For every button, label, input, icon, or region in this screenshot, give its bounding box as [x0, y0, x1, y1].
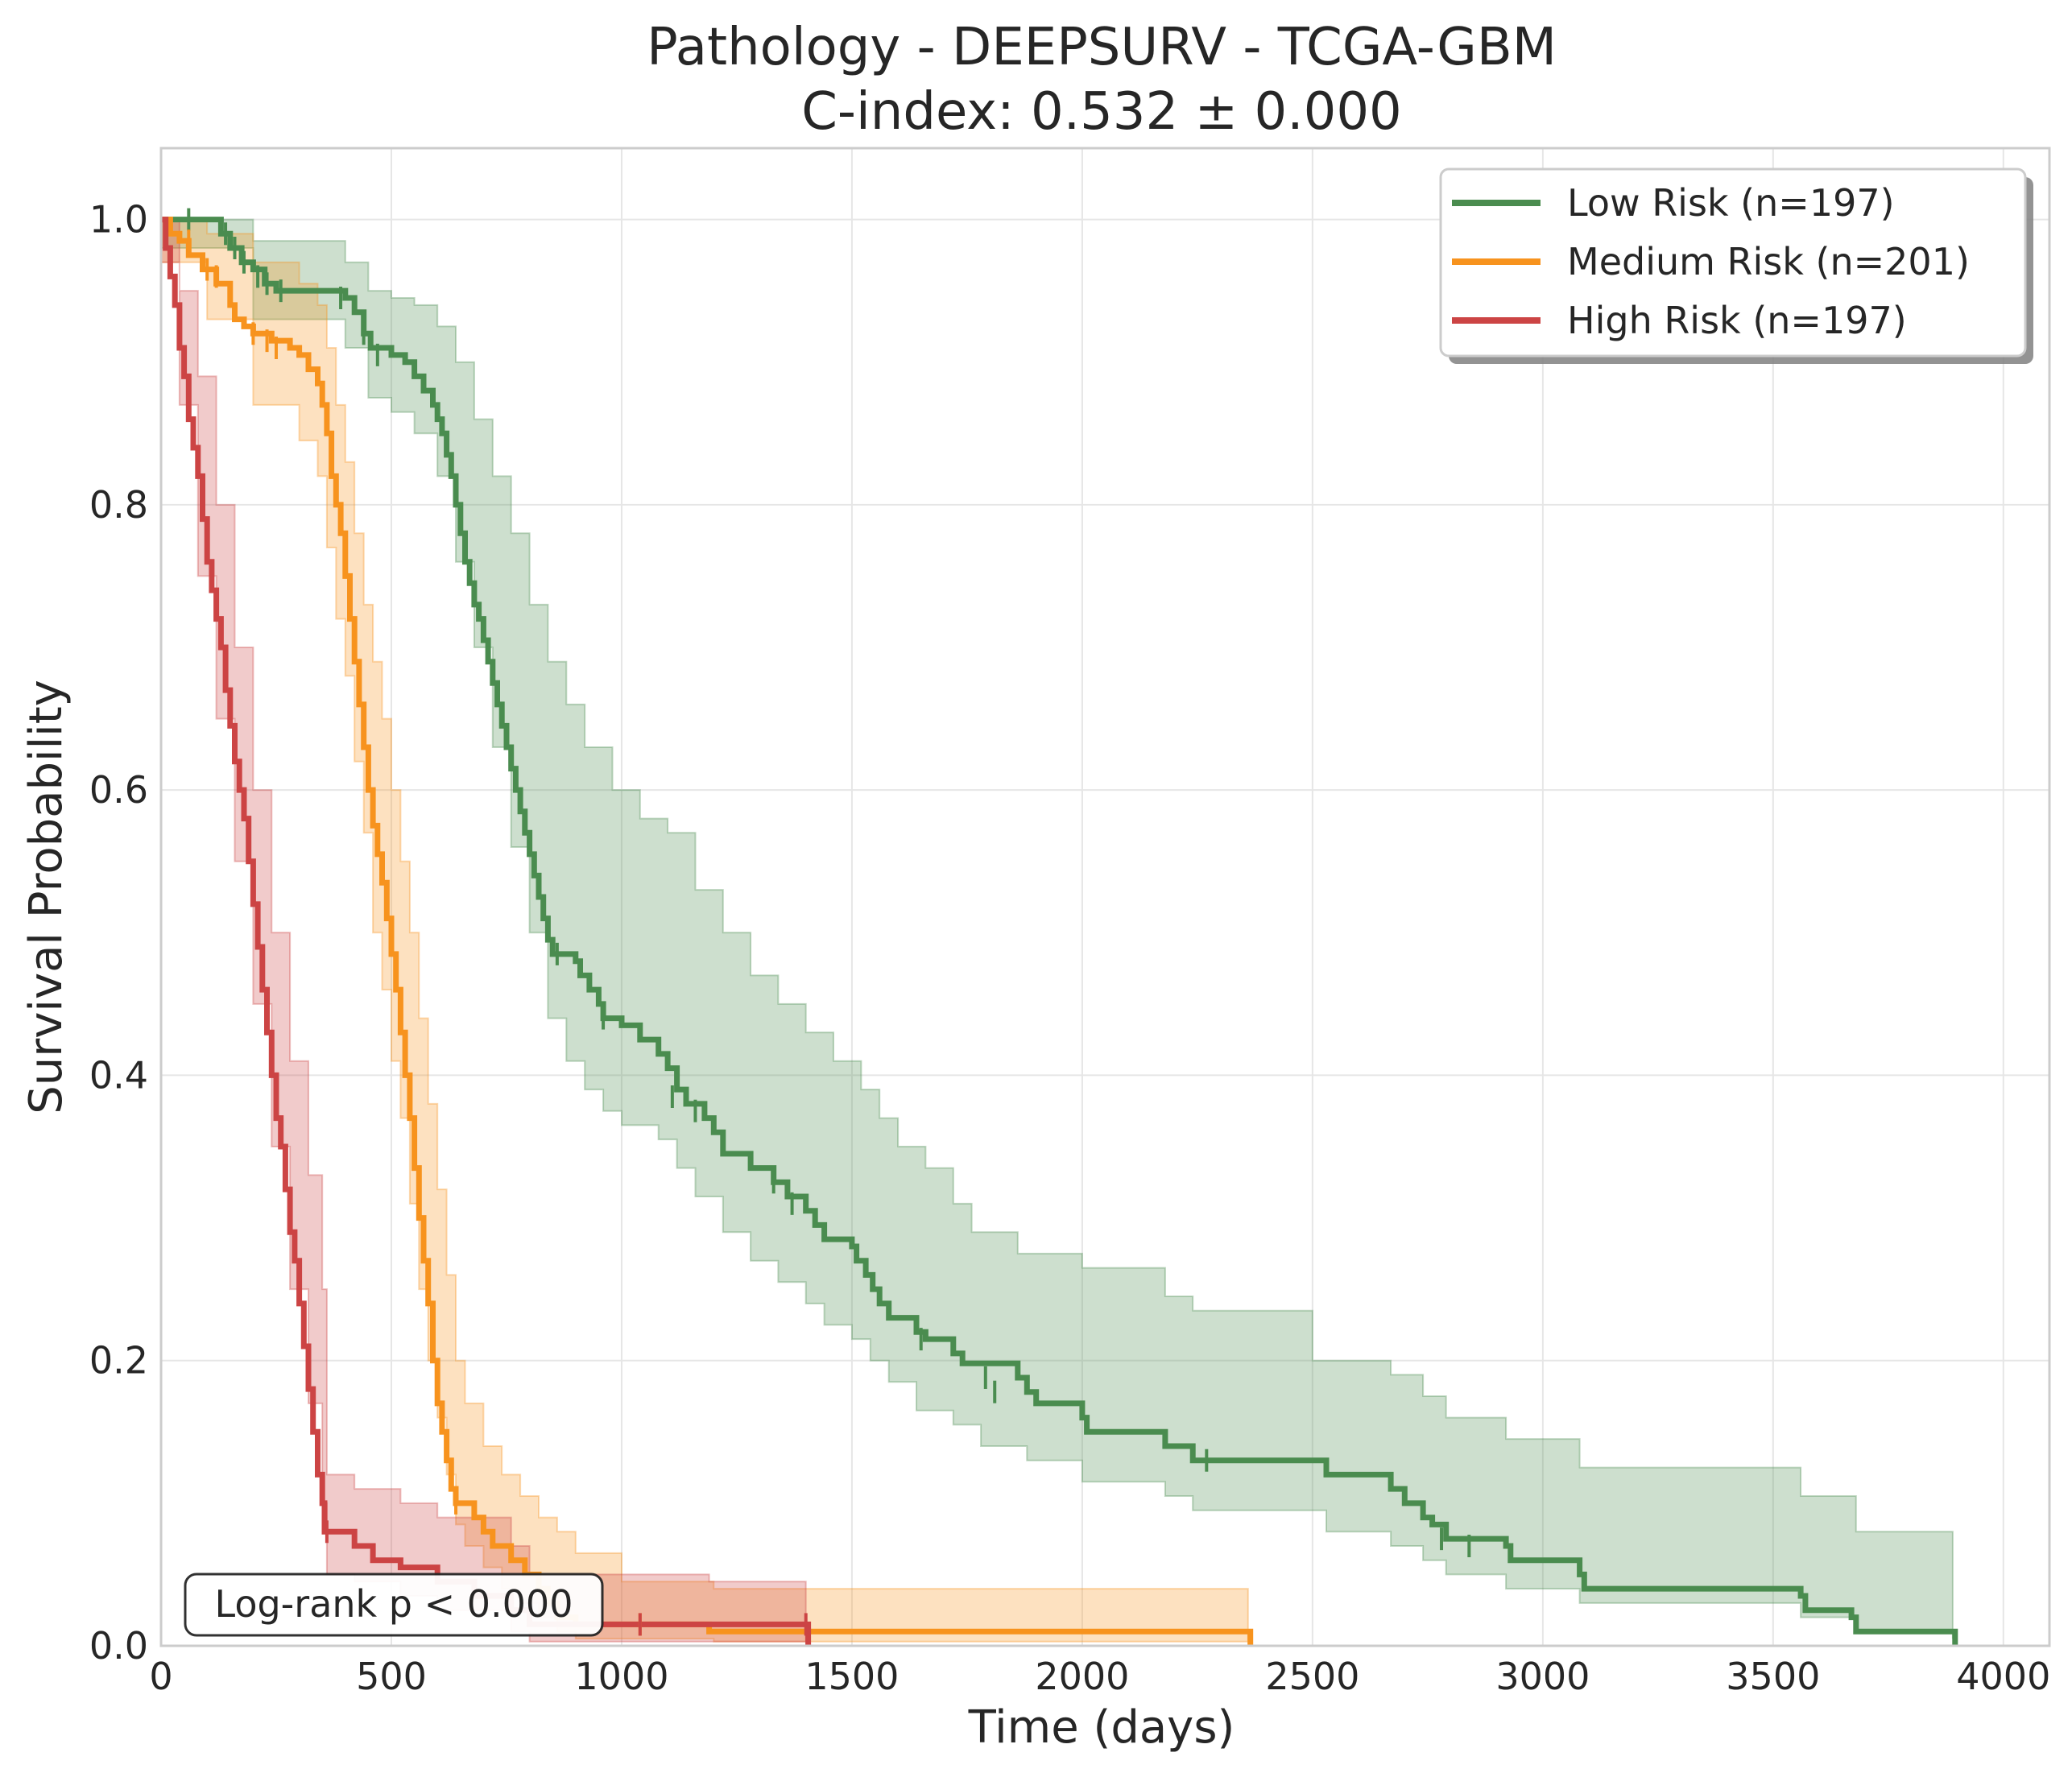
- y-tick-label: 0.4: [89, 1053, 148, 1097]
- medium-risk-legend-label: Medium Risk (n=201): [1567, 240, 1970, 283]
- x-tick-label: 2500: [1265, 1655, 1359, 1698]
- high-risk-ci-band: [160, 218, 807, 1643]
- legend: Low Risk (n=197) Medium Risk (n=201) High …: [1439, 167, 2033, 364]
- low-risk-legend-label: Low Risk (n=197): [1567, 181, 1895, 225]
- high-risk-curve: [161, 217, 812, 1646]
- plot-background: [161, 148, 2049, 1646]
- grid: [160, 148, 2049, 1647]
- x-axis-label: Time (days): [968, 1701, 1235, 1754]
- x-tick-label: 2000: [1035, 1655, 1129, 1698]
- y-tick-label: 0.8: [89, 483, 148, 527]
- plot-area: [159, 147, 2051, 1647]
- x-tick-label: 0: [149, 1655, 172, 1698]
- x-tick-label: 4000: [1956, 1655, 2050, 1698]
- y-tick-label: 0.2: [89, 1339, 148, 1383]
- plot-frame: [159, 147, 2051, 1647]
- x-tick-label: 3000: [1495, 1655, 1590, 1698]
- censor-marks: [187, 208, 1471, 1636]
- x-tick-label: 500: [356, 1655, 427, 1698]
- x-tick-label: 1500: [804, 1655, 899, 1698]
- chart-subtitle: C-index: 0.532 ± 0.000: [801, 82, 1402, 142]
- logrank-annotation: Log-rank p < 0.000: [184, 1573, 604, 1637]
- confidence-bands: [160, 218, 1954, 1643]
- y-tick-label: 1.0: [89, 198, 148, 242]
- legend-items: Low Risk (n=197) Medium Risk (n=201) High …: [1452, 181, 1970, 342]
- medium-risk-ci-band: [160, 218, 1249, 1643]
- chart-title: Pathology - DEEPSURV - TCGA-GBM: [647, 18, 1557, 77]
- y-tick-label: 0.6: [89, 768, 148, 812]
- y-tick-label: 0.0: [89, 1624, 148, 1668]
- y-axis-ticks: 0.0 0.2 0.4 0.6 0.8 1.0: [89, 198, 148, 1668]
- annotation-box: [184, 1573, 604, 1637]
- annotation-text: Log-rank p < 0.000: [215, 1582, 573, 1626]
- high-risk-legend-label: High Risk (n=197): [1567, 299, 1907, 342]
- x-tick-label: 3500: [1726, 1655, 1820, 1698]
- x-tick-label: 1000: [574, 1655, 668, 1698]
- legend-box: [1439, 167, 2027, 358]
- y-axis-label: Survival Probability: [20, 680, 72, 1114]
- x-axis-ticks: 0 500 1000 1500 2000 2500 3000 3500 4000: [149, 1655, 2050, 1698]
